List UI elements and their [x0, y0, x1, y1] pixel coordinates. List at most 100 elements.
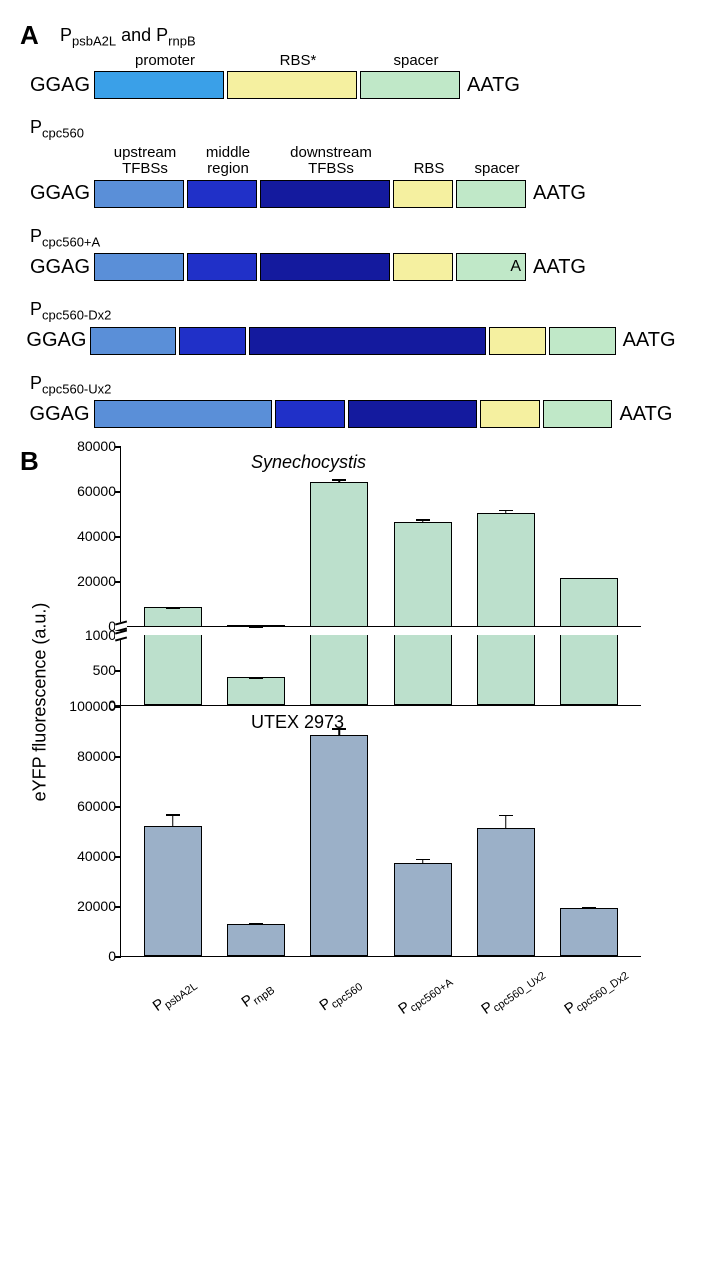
x-tick-label: Pcpc560 — [312, 971, 371, 1021]
annotation: spacer — [462, 161, 532, 178]
y-tick-label: 80000 — [61, 438, 116, 454]
annotation: spacer — [366, 53, 466, 70]
annotation: upstreamTFBSs — [100, 145, 190, 178]
bar-slot — [227, 446, 285, 626]
chart-panel: 05001000 — [120, 635, 641, 706]
y-tick-label: 0 — [61, 948, 116, 964]
error-cap — [166, 814, 180, 816]
flank-left: GGAG — [20, 403, 94, 426]
bar-slot — [227, 635, 285, 705]
construct-block — [179, 327, 246, 355]
bar-slot — [560, 635, 618, 705]
bar — [394, 863, 452, 957]
bar-slot — [144, 706, 202, 956]
bars-row — [121, 635, 641, 705]
bar-slot — [310, 446, 368, 626]
bar — [144, 607, 202, 626]
bar-slot — [144, 446, 202, 626]
annotation-row: promoterRBS*spacer — [100, 53, 693, 70]
error-cap — [416, 859, 430, 861]
construct-name: Pcpc560-Ux2 — [30, 373, 693, 397]
construct-name: Pcpc560-Dx2 — [30, 299, 693, 323]
y-tick-label: 60000 — [61, 798, 116, 814]
construct-name: Pcpc560+A — [30, 226, 693, 250]
bar-slot — [310, 635, 368, 705]
x-tick-label: Pcpc560_Dx2 — [562, 971, 621, 1021]
panel-a-label: A — [20, 20, 39, 51]
bars-row — [121, 446, 641, 626]
flank-right: AATG — [529, 256, 607, 279]
flank-right: AATG — [529, 182, 607, 205]
construct-block — [260, 253, 390, 281]
y-tick-label: 80000 — [61, 748, 116, 764]
bar — [477, 828, 535, 957]
construct-block — [94, 400, 273, 428]
error-cap — [499, 815, 513, 817]
construct-row: GGAG AATG — [20, 180, 693, 208]
bar-slot — [310, 706, 368, 956]
error-cap — [332, 479, 346, 481]
construct-block: A — [456, 253, 526, 281]
construct-row: GGAGAATG — [20, 71, 693, 99]
construct: Pcpc560 upstreamTFBSsmiddleregiondownstre… — [20, 117, 693, 208]
construct-block — [260, 180, 390, 208]
error-cap — [582, 907, 596, 909]
bar-slot — [477, 446, 535, 626]
y-axis-label: eYFP fluorescence (a.u.) — [30, 603, 51, 802]
construct-block — [94, 253, 184, 281]
y-tick-label: 1000 — [61, 627, 116, 643]
bar — [560, 908, 618, 956]
annotation: RBS* — [233, 53, 363, 70]
bar — [477, 635, 535, 705]
error-cap — [166, 608, 180, 610]
flank-right: AATG — [463, 74, 541, 97]
x-tick-label: Pcpc560+A — [395, 971, 454, 1021]
bar-slot — [394, 446, 452, 626]
construct-block — [227, 71, 357, 99]
charts-container: 020000400006000080000Synechocystis 050010… — [60, 446, 693, 957]
x-tick-label: Pcpc560_Ux2 — [478, 971, 537, 1021]
bar — [144, 635, 202, 705]
constructs-container: PpsbA2L and PrnpB promoterRBS*spacer GGAG A… — [20, 25, 693, 428]
y-tick-label: 500 — [61, 662, 116, 678]
bar-slot — [477, 706, 535, 956]
bar — [310, 635, 368, 705]
error-cap — [249, 923, 263, 925]
panel-b-label: B — [20, 446, 39, 477]
flank-left: GGAG — [20, 329, 90, 352]
flank-left: GGAG — [20, 256, 94, 279]
bar-slot — [477, 635, 535, 705]
bar — [477, 513, 535, 627]
chart-panel: 020000400006000080000Synechocystis — [120, 446, 641, 627]
construct-block — [480, 400, 540, 428]
annotation: middleregion — [193, 145, 263, 178]
y-tick-label: 40000 — [61, 848, 116, 864]
bar-slot — [144, 635, 202, 705]
chart-wrap: eYFP fluorescence (a.u.) 020000400006000… — [60, 446, 693, 985]
error-cap — [416, 519, 430, 521]
flank-right: AATG — [619, 329, 693, 352]
annotation: RBS — [399, 161, 459, 178]
x-tick-label: PpsbA2L — [145, 971, 204, 1021]
bar-slot — [560, 706, 618, 956]
construct-block — [543, 400, 613, 428]
construct-block — [187, 180, 257, 208]
bar — [394, 522, 452, 627]
construct-block — [489, 327, 546, 355]
y-tick-label: 40000 — [61, 528, 116, 544]
y-tick-label: 60000 — [61, 483, 116, 499]
error-cap — [499, 510, 513, 512]
construct: Pcpc560-Ux2 GGAG AATG — [20, 373, 693, 429]
flank-right: AATG — [615, 403, 693, 426]
construct-block — [348, 400, 477, 428]
construct-name: Pcpc560 — [30, 117, 693, 141]
annotation-row: upstreamTFBSsmiddleregiondownstreamTFBSs… — [100, 145, 693, 178]
construct-name: PpsbA2L and PrnpB — [60, 25, 693, 49]
y-tick-label: 100000 — [61, 698, 116, 714]
x-tick-label: PrnpB — [228, 971, 287, 1021]
bar — [310, 482, 368, 626]
error-cap — [249, 677, 263, 679]
bar-slot — [394, 706, 452, 956]
panel-b: B eYFP fluorescence (a.u.) 0200004000060… — [20, 446, 693, 985]
flank-left: GGAG — [20, 182, 94, 205]
